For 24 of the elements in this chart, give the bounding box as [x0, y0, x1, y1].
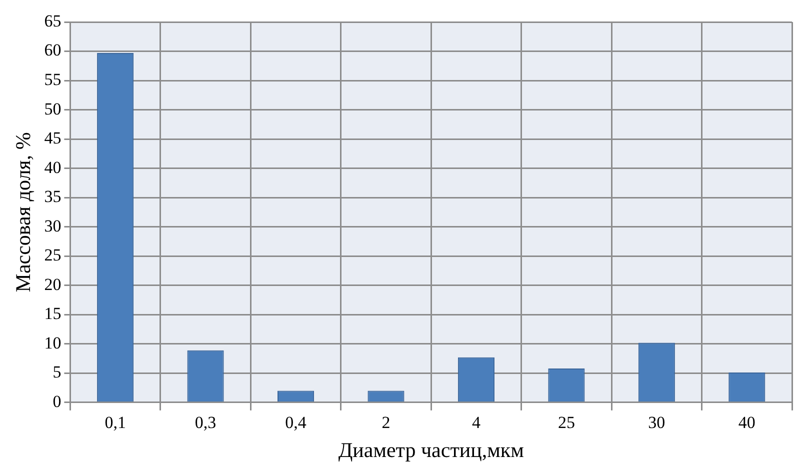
y-tick-label: 45 — [44, 128, 62, 148]
x-tick-label: 2 — [382, 413, 390, 432]
y-tick-label: 0 — [52, 392, 62, 411]
y-tick-label: 30 — [44, 216, 62, 236]
x-tick-label: 40 — [738, 413, 756, 432]
y-tick-label: 10 — [44, 333, 62, 352]
y-axis-title: Массовая доля, % — [11, 132, 36, 292]
y-tick-label: 5 — [52, 362, 62, 382]
x-tick-label: 4 — [472, 413, 481, 432]
y-tick-label: 60 — [44, 40, 62, 60]
y-tick-label: 35 — [44, 187, 62, 206]
x-tick-label: 0,3 — [194, 413, 216, 432]
y-tick-label: 50 — [44, 99, 62, 118]
y-tick-label: 25 — [44, 246, 62, 265]
x-tick-label: 30 — [648, 413, 666, 432]
y-tick-label: 55 — [44, 70, 62, 89]
x-tick-label: 25 — [558, 413, 575, 432]
y-tick-label: 65 — [44, 11, 62, 30]
x-tick-label: 0,1 — [104, 413, 126, 432]
y-tick-label: 15 — [44, 304, 62, 324]
x-axis-title: Диаметр частиц,мкм — [338, 438, 524, 462]
x-tick-label: 0,4 — [285, 413, 307, 432]
y-tick-label: 20 — [44, 274, 62, 294]
y-tick-label: 40 — [44, 158, 62, 177]
